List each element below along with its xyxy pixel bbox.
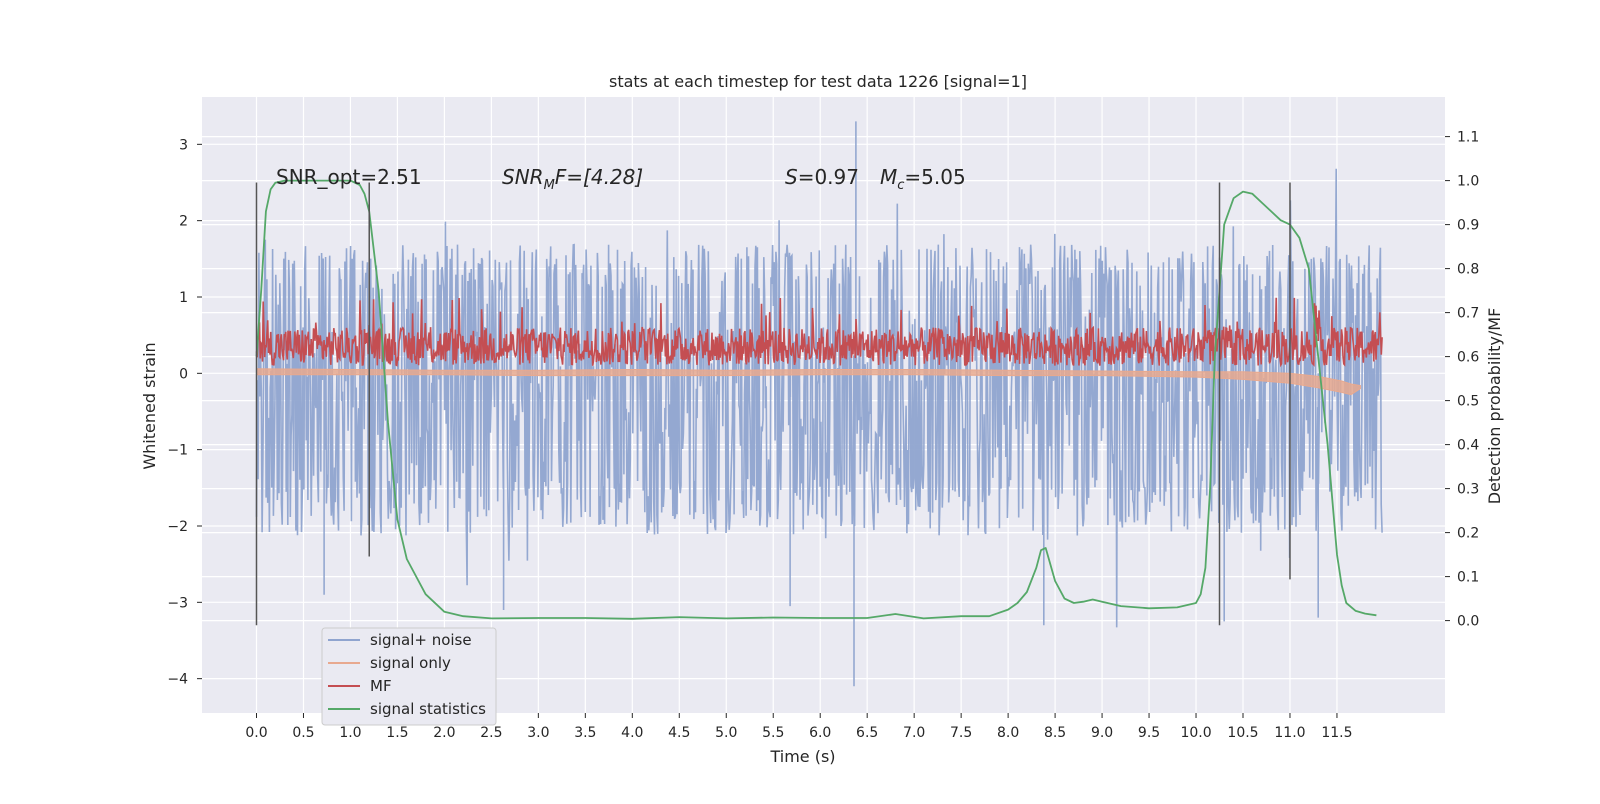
y2-tick-label: 0.3 xyxy=(1457,482,1479,498)
annotation-mc-symbol: M xyxy=(880,165,897,189)
y-tick-label: 2 xyxy=(179,214,188,230)
vertical-marker-lines xyxy=(255,182,1291,626)
y2-tick-label: 0.4 xyxy=(1457,438,1479,454)
x-tick-label: 3.5 xyxy=(574,725,596,741)
y2-axis-ticks: 1.1 1.0 0.9 0.8 0.7 0.6 0.5 0.4 0.3 0.2 0.1 0.0 xyxy=(1445,130,1479,630)
annotation-s-value: =0.97 xyxy=(798,165,859,189)
legend-label-signal-noise: signal+ noise xyxy=(370,631,472,649)
x-tick-label: 9.0 xyxy=(1091,725,1113,741)
legend-label-signal-only: signal only xyxy=(370,654,451,672)
series-mf-line xyxy=(255,297,1383,368)
x-tick-label: 11.0 xyxy=(1274,725,1305,741)
legend-label-signal-statistics: signal statistics xyxy=(370,700,486,718)
chart-title: stats at each timestep for test data 122… xyxy=(609,72,1027,91)
y-tick-label: −3 xyxy=(167,595,188,611)
y-axis-ticks: 3 2 1 0 −1 −2 −3 −4 xyxy=(167,137,202,688)
y2-tick-label: 0.5 xyxy=(1457,394,1479,410)
y2-tick-label: 0.8 xyxy=(1457,262,1479,278)
x-tick-label: 6.5 xyxy=(856,725,878,741)
x-tick-label: 4.0 xyxy=(621,725,643,741)
x-tick-label: 7.0 xyxy=(903,725,925,741)
annotation-mc: Mc=5.05 xyxy=(880,165,966,193)
x-axis-label: Time (s) xyxy=(769,747,835,766)
y2-tick-label: 0.1 xyxy=(1457,570,1479,586)
annotation-mc-subscript: c xyxy=(897,178,904,193)
x-tick-label: 4.5 xyxy=(668,725,690,741)
x-axis-ticks: 0.0 0.5 1.0 1.5 2.0 2.5 3.0 3.5 4.0 4.5 5.0 5.5 6.0 6… xyxy=(245,713,1353,741)
annotation-s-symbol: S xyxy=(785,165,798,189)
legend: signal+ noise signal only MF signal stat… xyxy=(321,627,497,726)
x-tick-label: 10.0 xyxy=(1180,725,1211,741)
x-tick-label: 2.0 xyxy=(433,725,455,741)
annotation-snr-mf-subscript: M xyxy=(544,178,555,193)
x-tick-label: 1.5 xyxy=(386,725,408,741)
y2-tick-label: 0.6 xyxy=(1457,350,1479,366)
y-axis-label: Whitened strain xyxy=(140,342,159,469)
y-tick-label: 0 xyxy=(179,366,188,382)
x-tick-label: 6.0 xyxy=(809,725,831,741)
x-tick-label: 9.5 xyxy=(1138,725,1160,741)
y-tick-label: −2 xyxy=(167,519,188,535)
x-tick-label: 0.5 xyxy=(292,725,314,741)
x-tick-label: 8.0 xyxy=(997,725,1019,741)
x-tick-label: 7.5 xyxy=(950,725,972,741)
annotations: SNR_opt=2.51 SNRMF=[4.28] S=0.97 Mc=5.05 xyxy=(276,165,966,193)
x-tick-label: 11.5 xyxy=(1321,725,1352,741)
y2-tick-label: 1.0 xyxy=(1457,174,1479,190)
y2-tick-label: 0.2 xyxy=(1457,526,1479,542)
series-signal-noise-line xyxy=(255,121,1383,687)
y2-tick-label: 0.0 xyxy=(1457,614,1479,630)
x-tick-label: 8.5 xyxy=(1044,725,1066,741)
y2-tick-label: 1.1 xyxy=(1457,130,1479,146)
y-tick-label: −4 xyxy=(167,672,188,688)
y2-axis-label: Detection probability/MF xyxy=(1485,308,1504,505)
annotation-snr-mf: SNRMF=[4.28] xyxy=(502,165,643,193)
series-signal-only-area xyxy=(256,368,1361,396)
series-signal-statistics-line xyxy=(255,179,1377,620)
legend-box xyxy=(321,627,497,726)
x-tick-label: 5.0 xyxy=(715,725,737,741)
x-tick-label: 5.5 xyxy=(762,725,784,741)
y-tick-label: 1 xyxy=(179,290,188,306)
annotation-snr-mf-rest: F=[4.28] xyxy=(555,165,643,189)
annotation-s: S=0.97 xyxy=(785,165,859,189)
x-tick-label: 2.5 xyxy=(480,725,502,741)
x-tick-label: 0.0 xyxy=(245,725,267,741)
annotation-snr-mf-symbol: SNR xyxy=(502,165,544,189)
y2-tick-label: 0.7 xyxy=(1457,306,1479,322)
y2-tick-label: 0.9 xyxy=(1457,218,1479,234)
y-tick-label: −1 xyxy=(167,443,188,459)
data-layer xyxy=(255,121,1383,687)
annotation-mc-value: =5.05 xyxy=(904,165,965,189)
x-tick-label: 10.5 xyxy=(1227,725,1258,741)
x-tick-label: 1.0 xyxy=(339,725,361,741)
x-tick-label: 3.0 xyxy=(527,725,549,741)
legend-label-mf: MF xyxy=(370,677,392,695)
y-tick-label: 3 xyxy=(179,137,188,153)
annotation-snr-opt: SNR_opt=2.51 xyxy=(276,165,422,189)
